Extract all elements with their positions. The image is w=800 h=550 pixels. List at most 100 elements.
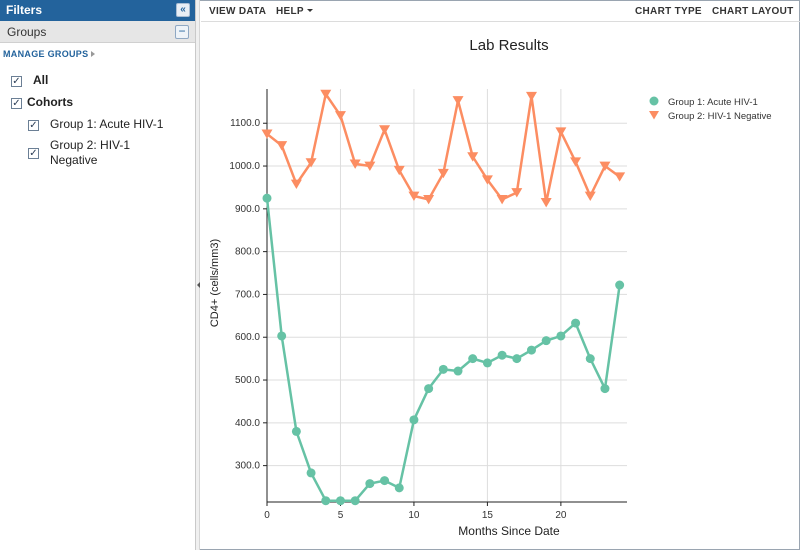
filters-header: Filters « — [0, 0, 195, 21]
data-point-group-1 — [585, 354, 595, 364]
chart-type-button[interactable]: CHART TYPE — [635, 6, 702, 17]
tree-item-cohorts[interactable]: Cohorts — [27, 95, 73, 109]
chart-series — [261, 89, 626, 506]
data-point-group-2 — [423, 195, 435, 205]
legend-marker-group-1 — [649, 96, 659, 106]
y-tick-label: 600.0 — [235, 332, 260, 343]
data-point-group-2 — [364, 161, 376, 171]
x-tick-label: 0 — [264, 510, 270, 521]
y-tick-label: 1100.0 — [230, 118, 260, 129]
data-point-group-1 — [409, 415, 419, 425]
help-menu[interactable]: HELP — [276, 6, 313, 17]
x-tick-label: 15 — [482, 510, 494, 521]
data-point-group-2 — [496, 195, 508, 205]
data-point-group-1 — [277, 331, 287, 341]
caret-down-icon — [306, 9, 313, 12]
data-point-group-2 — [437, 168, 449, 179]
data-point-group-1 — [438, 364, 448, 374]
data-point-group-2 — [261, 129, 273, 139]
data-point-group-1 — [482, 358, 492, 368]
data-point-group-1 — [394, 483, 404, 493]
x-tick-label: 5 — [338, 510, 344, 521]
data-point-group-2 — [584, 191, 596, 201]
data-point-group-1 — [497, 350, 507, 360]
chart-layout-button[interactable]: CHART LAYOUT — [712, 6, 794, 17]
data-point-group-2 — [320, 89, 332, 100]
groups-label: Groups — [7, 25, 47, 39]
checkbox-all[interactable]: ✓ — [11, 76, 22, 87]
data-point-group-1 — [380, 476, 390, 486]
data-point-group-1 — [335, 496, 345, 506]
data-point-group-2 — [481, 175, 493, 185]
data-point-group-2 — [349, 159, 361, 169]
y-tick-label: 500.0 — [235, 375, 260, 386]
data-point-group-1 — [453, 366, 463, 376]
y-axis-label: CD4+ (cells/mm3) — [209, 239, 221, 327]
checkbox-group-1[interactable]: ✓ — [28, 120, 39, 131]
data-point-group-2 — [408, 191, 420, 201]
tree-item-all[interactable]: All — [33, 73, 49, 87]
data-point-group-2 — [614, 172, 626, 182]
caret-right-icon — [91, 51, 96, 57]
y-tick-label: 400.0 — [235, 418, 260, 429]
y-tick-label: 300.0 — [235, 461, 260, 472]
data-point-group-1 — [512, 354, 522, 364]
data-point-group-2 — [334, 111, 346, 121]
data-point-group-2 — [452, 96, 464, 106]
tree-item-group-2[interactable]: Group 2: HIV-1 — [50, 138, 131, 152]
series-line-1 — [265, 198, 621, 502]
data-point-group-1 — [615, 280, 625, 290]
tree-item-group-2-line2[interactable]: Negative — [50, 153, 98, 167]
manage-groups-link[interactable]: MANAGE GROUPS — [0, 43, 195, 65]
data-point-group-2 — [467, 152, 479, 162]
chart-ticks: 300.0 400.0 500.0 600.0 700.0 800.0 900.0 1000.… — [229, 118, 566, 521]
help-label: HELP — [276, 6, 304, 17]
y-tick-label: 900.0 — [235, 204, 260, 215]
view-data-button[interactable]: VIEW DATA — [209, 6, 267, 17]
manage-groups-label: MANAGE GROUPS — [3, 49, 89, 59]
data-point-group-2 — [525, 91, 537, 102]
data-point-group-1 — [291, 426, 301, 436]
splitter-collapse-icon[interactable] — [197, 282, 200, 288]
data-point-group-1 — [424, 384, 434, 394]
data-point-group-1 — [571, 318, 581, 328]
chart-title: Lab Results — [469, 37, 548, 54]
data-point-group-1 — [306, 468, 316, 478]
checkbox-cohorts[interactable]: ✓ — [11, 98, 22, 109]
minus-icon[interactable]: − — [175, 25, 189, 39]
checkbox-group-2[interactable]: ✓ — [28, 148, 39, 159]
data-point-group-2 — [599, 161, 611, 171]
data-point-group-1 — [526, 345, 536, 355]
x-tick-label: 20 — [555, 510, 567, 521]
data-point-group-2 — [511, 188, 523, 198]
data-point-group-1 — [556, 331, 566, 341]
y-tick-label: 700.0 — [235, 289, 260, 300]
data-point-group-2 — [379, 125, 391, 135]
data-point-group-1 — [262, 193, 272, 203]
tree-item-group-1[interactable]: Group 1: Acute HIV-1 — [50, 117, 164, 131]
groups-header[interactable]: Groups − — [0, 21, 195, 43]
data-point-group-1 — [321, 496, 331, 506]
y-tick-label: 800.0 — [235, 247, 260, 258]
data-point-group-2 — [555, 127, 567, 137]
panel-splitter[interactable] — [196, 0, 200, 550]
y-tick-label: 1000.0 — [229, 161, 260, 172]
chart-toolbar: VIEW DATA HELP CHART TYPE CHART LAYOUT — [201, 0, 800, 22]
data-point-group-1 — [541, 336, 551, 346]
data-point-group-2 — [393, 165, 405, 176]
double-chevron-left-icon[interactable]: « — [176, 3, 190, 17]
data-point-group-2 — [276, 141, 288, 151]
series-line-2 — [266, 92, 621, 204]
data-point-group-2 — [570, 157, 582, 167]
lab-results-chart: Lab Results 300.0 400.0 500.0 600.0 700.0 800… — [209, 37, 772, 538]
filters-title: Filters — [6, 3, 43, 17]
x-tick-label: 10 — [408, 510, 420, 521]
legend-label-group-1: Group 1: Acute HIV-1 — [668, 97, 758, 108]
data-point-group-2 — [305, 158, 317, 168]
x-axis-label: Months Since Date — [458, 524, 560, 538]
data-point-group-1 — [365, 479, 375, 489]
legend-label-group-2: Group 2: HIV-1 Negative — [668, 111, 772, 122]
data-point-group-2 — [540, 198, 552, 208]
legend-marker-group-2 — [649, 111, 659, 120]
data-point-group-1 — [350, 496, 360, 506]
